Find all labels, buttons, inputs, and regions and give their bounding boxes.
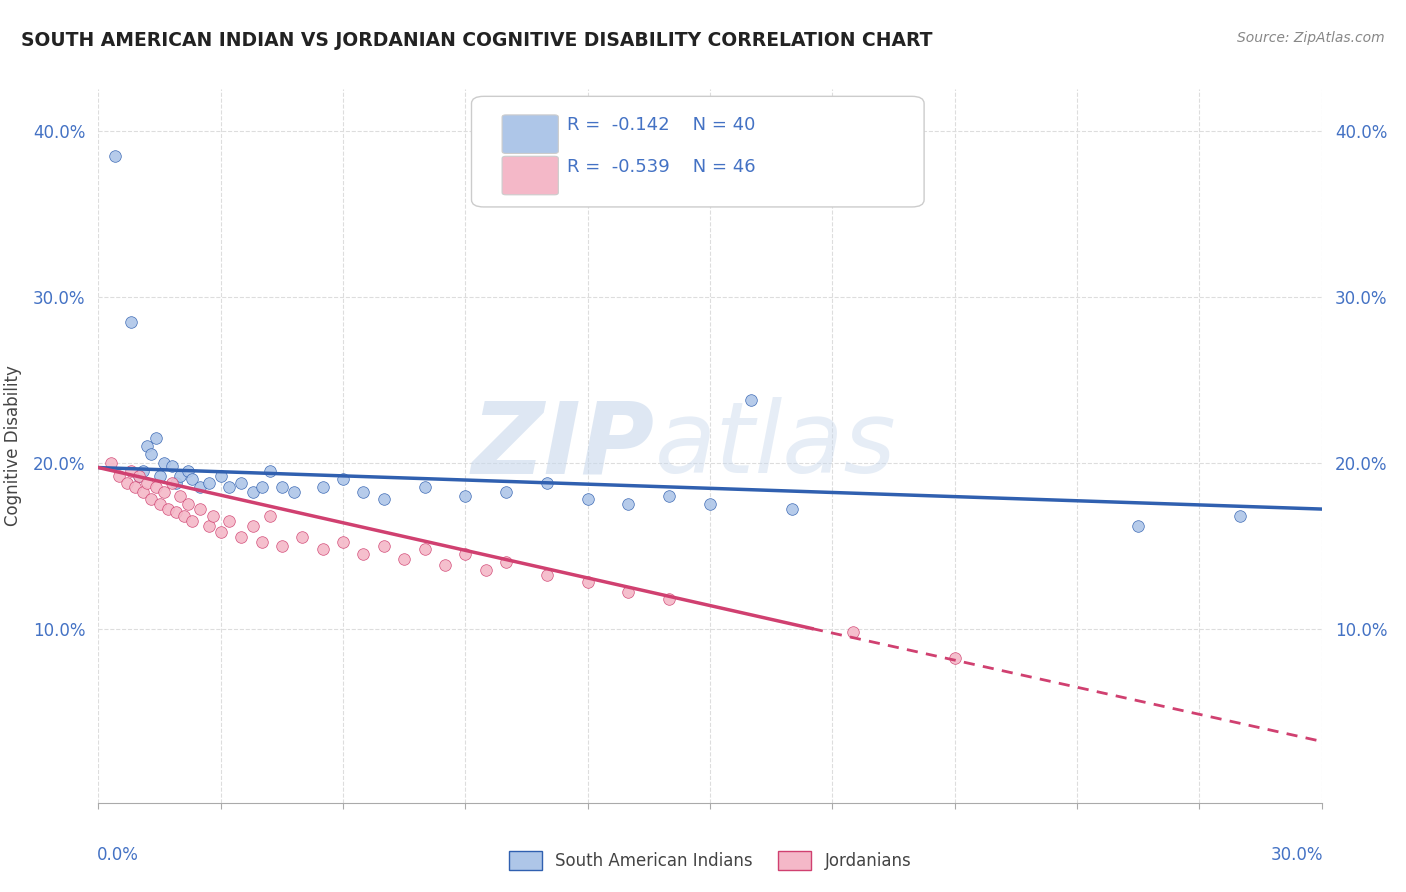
- Point: [152, 456, 174, 470]
- Point: [201, 508, 224, 523]
- Point: [165, 505, 187, 519]
- Point: [209, 525, 232, 540]
- Point: [250, 535, 273, 549]
- Point: [413, 481, 436, 495]
- Text: 0.0%: 0.0%: [97, 846, 139, 863]
- Point: [231, 475, 253, 490]
- Point: [132, 464, 155, 478]
- Text: Source: ZipAtlas.com: Source: ZipAtlas.com: [1237, 31, 1385, 45]
- Point: [197, 475, 219, 490]
- Point: [474, 564, 498, 578]
- Point: [250, 481, 273, 495]
- Point: [141, 447, 163, 461]
- Point: [454, 547, 477, 561]
- Point: [536, 475, 558, 490]
- Point: [136, 439, 159, 453]
- Point: [145, 481, 167, 495]
- Point: [576, 575, 599, 590]
- Point: [181, 514, 204, 528]
- Point: [115, 475, 138, 490]
- Point: [454, 489, 477, 503]
- Point: [413, 541, 436, 556]
- Text: SOUTH AMERICAN INDIAN VS JORDANIAN COGNITIVE DISABILITY CORRELATION CHART: SOUTH AMERICAN INDIAN VS JORDANIAN COGNI…: [21, 31, 932, 50]
- Point: [218, 481, 240, 495]
- Point: [312, 541, 335, 556]
- Point: [120, 464, 142, 478]
- Text: 30.0%: 30.0%: [1271, 846, 1323, 863]
- Point: [173, 508, 195, 523]
- Point: [259, 464, 281, 478]
- Point: [128, 468, 150, 483]
- Point: [231, 530, 253, 544]
- Point: [658, 591, 681, 606]
- Point: [536, 568, 558, 582]
- Point: [188, 481, 212, 495]
- Point: [152, 485, 174, 500]
- Point: [149, 497, 172, 511]
- Point: [149, 468, 172, 483]
- Point: [242, 518, 264, 533]
- Point: [218, 514, 240, 528]
- Point: [495, 485, 517, 500]
- Point: [291, 530, 314, 544]
- Point: [332, 472, 354, 486]
- Point: [169, 468, 191, 483]
- Text: atlas: atlas: [655, 398, 897, 494]
- FancyBboxPatch shape: [471, 96, 924, 207]
- Point: [156, 502, 179, 516]
- Point: [283, 485, 305, 500]
- Point: [617, 585, 640, 599]
- Point: [780, 502, 803, 516]
- Point: [943, 651, 966, 665]
- Point: [124, 481, 146, 495]
- Point: [1229, 508, 1251, 523]
- FancyBboxPatch shape: [502, 156, 558, 194]
- Point: [136, 475, 159, 490]
- Point: [108, 468, 131, 483]
- Point: [740, 392, 762, 407]
- Point: [373, 492, 395, 507]
- Point: [181, 472, 204, 486]
- Point: [270, 481, 294, 495]
- Point: [169, 489, 191, 503]
- Point: [165, 475, 187, 490]
- Point: [242, 485, 264, 500]
- Point: [177, 497, 200, 511]
- Point: [658, 489, 681, 503]
- Text: R =  -0.539    N = 46: R = -0.539 N = 46: [567, 159, 755, 177]
- Point: [373, 539, 395, 553]
- Point: [104, 148, 127, 162]
- Legend: South American Indians, Jordanians: South American Indians, Jordanians: [502, 844, 918, 877]
- Point: [495, 555, 517, 569]
- Point: [160, 475, 183, 490]
- Point: [120, 314, 142, 328]
- Point: [392, 552, 416, 566]
- Point: [352, 485, 374, 500]
- Point: [576, 492, 599, 507]
- Point: [270, 539, 294, 553]
- Point: [352, 547, 374, 561]
- Point: [197, 518, 219, 533]
- Point: [160, 458, 183, 473]
- Text: ZIP: ZIP: [472, 398, 655, 494]
- Point: [259, 508, 281, 523]
- Point: [100, 456, 122, 470]
- Text: R =  -0.142    N = 40: R = -0.142 N = 40: [567, 116, 755, 134]
- Point: [145, 431, 167, 445]
- Point: [434, 558, 457, 573]
- Point: [332, 535, 354, 549]
- Point: [1128, 518, 1150, 533]
- Y-axis label: Cognitive Disability: Cognitive Disability: [4, 366, 21, 526]
- Point: [617, 497, 640, 511]
- FancyBboxPatch shape: [502, 115, 558, 153]
- Point: [188, 502, 212, 516]
- Point: [699, 497, 721, 511]
- Point: [177, 464, 200, 478]
- Point: [312, 481, 335, 495]
- Point: [209, 468, 232, 483]
- Point: [141, 492, 163, 507]
- Point: [841, 624, 863, 639]
- Point: [128, 468, 150, 483]
- Point: [132, 485, 155, 500]
